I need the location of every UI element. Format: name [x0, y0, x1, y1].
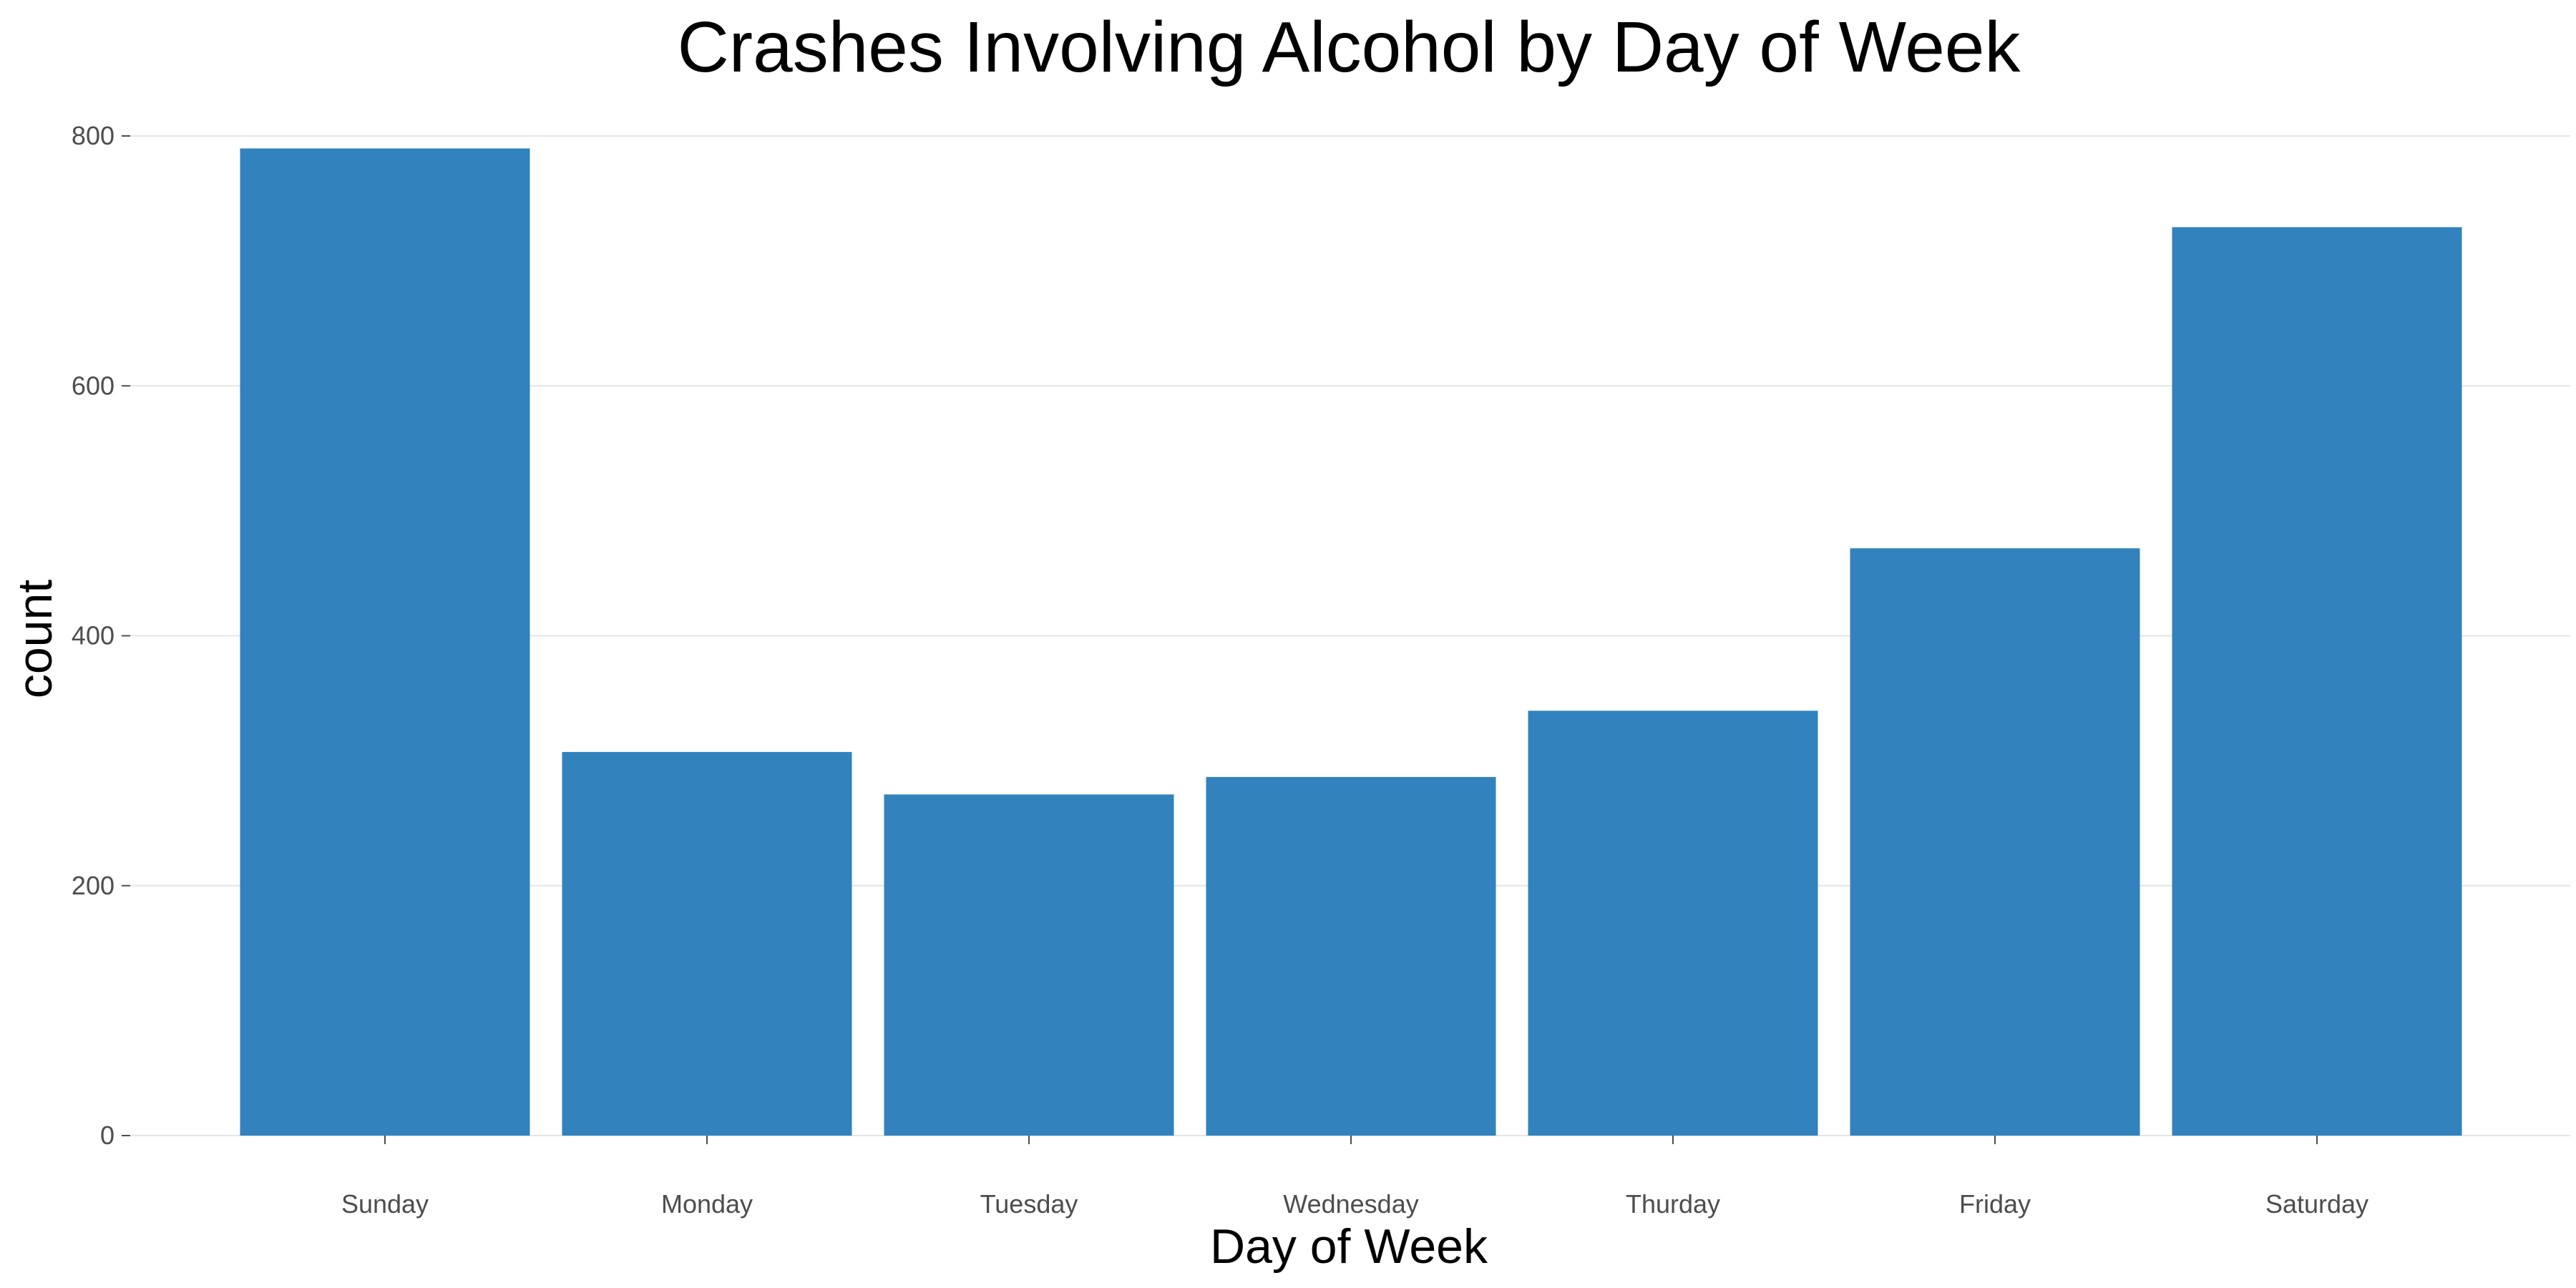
bar-thurday — [1528, 711, 1818, 1136]
x-tick-label: Saturday — [2265, 1189, 2368, 1219]
y-axis: 0 200 400 600 800 — [72, 121, 130, 1150]
y-tick-label: 800 — [72, 121, 114, 150]
bar-saturday — [2172, 227, 2462, 1136]
x-tick-label: Friday — [1959, 1189, 2031, 1219]
x-tick-label: Sunday — [341, 1189, 429, 1219]
y-tick-label: 600 — [72, 371, 114, 400]
x-tick-label: Tuesday — [980, 1189, 1078, 1219]
y-axis-title: count — [8, 580, 62, 698]
x-tick-label: Thurday — [1626, 1189, 1720, 1219]
x-tick-label: Wednesday — [1283, 1189, 1418, 1219]
x-axis: Sunday Monday Tuesday Wednesday Thurday Frida… — [341, 1136, 2368, 1219]
bar-wednesday — [1206, 776, 1496, 1136]
bar-tuesday — [884, 794, 1174, 1136]
bar-friday — [1850, 548, 2140, 1136]
bar-sunday — [240, 148, 530, 1136]
x-tick-label: Monday — [661, 1189, 753, 1219]
grid-layer — [130, 135, 2570, 1136]
x-axis-title: Day of Week — [1210, 1219, 1488, 1274]
bar-monday — [562, 751, 852, 1136]
y-tick-label: 200 — [72, 871, 114, 900]
y-tick-label: 400 — [72, 621, 114, 650]
y-tick-label: 0 — [100, 1121, 114, 1150]
chart-title: Crashes Involving Alcohol by Day of Week — [678, 7, 2021, 87]
bars-layer — [240, 148, 2462, 1136]
